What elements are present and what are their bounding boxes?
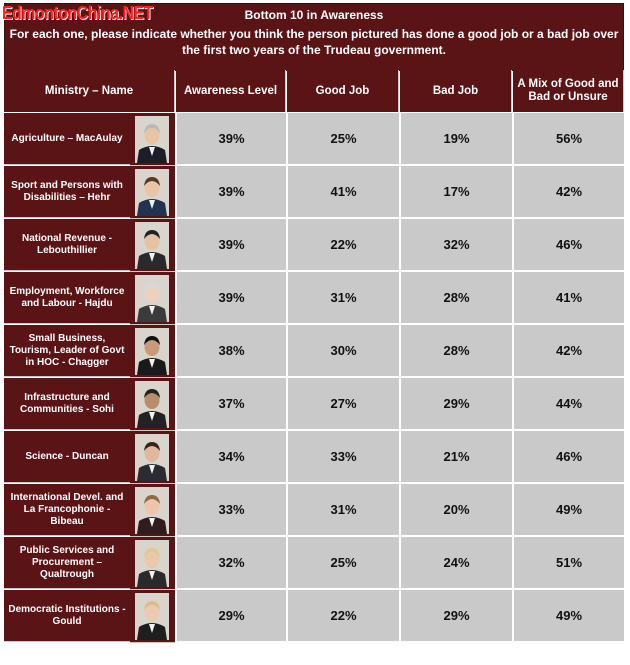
minister-photo (130, 113, 175, 166)
good-job-value: 27% (287, 378, 399, 430)
column-header-mix: A Mix of Good and Bad or Unsure (513, 70, 624, 112)
minister-photo (130, 272, 175, 325)
awareness-value: 39% (176, 272, 286, 324)
portrait-icon (135, 434, 169, 481)
table-row: Agriculture – MacAulay 39% 25% 19% 56% (4, 113, 624, 166)
bad-job-value: 20% (400, 484, 512, 536)
awareness-value: 37% (176, 378, 286, 430)
awareness-value: 34% (176, 431, 286, 483)
minister-photo (130, 166, 175, 219)
bad-job-value: 32% (400, 219, 512, 271)
good-job-value: 25% (287, 537, 399, 589)
table-row: Science - Duncan 34% 33% 21% 46% (4, 431, 624, 484)
portrait-icon (135, 116, 169, 163)
portrait-icon (135, 275, 169, 322)
table-row: Infrastructure and Communities - Sohi 37%… (4, 378, 624, 431)
portrait-icon (135, 222, 169, 269)
portrait-icon (135, 487, 169, 534)
awareness-value: 39% (176, 219, 286, 271)
minister-photo (130, 431, 175, 484)
bad-job-value: 17% (400, 166, 512, 218)
minister-photo (130, 219, 175, 272)
portrait-icon (135, 540, 169, 587)
watermark-logo: EdmontonChina.NET (2, 3, 153, 23)
good-job-value: 25% (287, 113, 399, 165)
mix-value: 49% (513, 590, 624, 642)
portrait-icon (135, 593, 169, 640)
good-job-value: 22% (287, 219, 399, 271)
results-table: Ministry – Name Awareness Level Good Job… (4, 70, 624, 661)
good-job-value: 31% (287, 484, 399, 536)
column-header-bad-job: Bad Job (400, 70, 512, 112)
mix-value: 46% (513, 431, 624, 483)
ministry-name: Infrastructure and Communities - Sohi (4, 378, 130, 430)
bad-job-value: 29% (400, 378, 512, 430)
mix-value: 42% (513, 166, 624, 218)
table-row: Sport and Persons with Disabilities – He… (4, 166, 624, 219)
awareness-value: 39% (176, 113, 286, 165)
good-job-value: 31% (287, 272, 399, 324)
question-text: For each one, please indicate whether yo… (9, 27, 619, 57)
mix-value: 49% (513, 484, 624, 536)
mix-value: 56% (513, 113, 624, 165)
awareness-value: 29% (176, 590, 286, 642)
awareness-value: 33% (176, 484, 286, 536)
bad-job-value: 24% (400, 537, 512, 589)
table-title: Bottom 10 in Awareness (244, 8, 384, 22)
bad-job-value: 19% (400, 113, 512, 165)
mix-value: 44% (513, 378, 624, 430)
mix-value: 46% (513, 219, 624, 271)
good-job-value: 33% (287, 431, 399, 483)
ministry-name: Agriculture – MacAulay (4, 113, 130, 165)
ministry-name: Employment, Workforce and Labour - Hajdu (4, 272, 130, 324)
table-row: Democratic Institutions - Gould 29% 22% 29%… (4, 590, 624, 643)
ministry-name: Sport and Persons with Disabilities – He… (4, 166, 130, 218)
portrait-icon (135, 169, 169, 216)
column-header-awareness: Awareness Level (176, 70, 286, 112)
bad-job-value: 21% (400, 431, 512, 483)
minister-photo (130, 590, 175, 643)
ministry-name: Democratic Institutions - Gould (4, 590, 130, 642)
table-row: International Devel. and La Francophonie… (4, 484, 624, 537)
bad-job-value: 28% (400, 272, 512, 324)
title-band: Bottom 10 in Awareness For each one, ple… (4, 3, 624, 71)
minister-photo (130, 537, 175, 590)
good-job-value: 22% (287, 590, 399, 642)
awareness-value: 39% (176, 166, 286, 218)
minister-photo (130, 378, 175, 431)
mix-value: 41% (513, 272, 624, 324)
minister-photo (130, 325, 175, 378)
bad-job-value: 29% (400, 590, 512, 642)
ministry-name: International Devel. and La Francophonie… (4, 484, 130, 536)
good-job-value: 41% (287, 166, 399, 218)
mix-value: 51% (513, 537, 624, 589)
awareness-value: 32% (176, 537, 286, 589)
ministry-name: National Revenue - Lebouthillier (4, 219, 130, 271)
column-header-ministry: Ministry – Name (4, 70, 175, 112)
ministry-name: Small Business, Tourism, Leader of Govt … (4, 325, 130, 377)
column-header-good-job: Good Job (287, 70, 399, 112)
table-row: Public Services and Procurement – Qualtr… (4, 537, 624, 590)
table-row: Employment, Workforce and Labour - Hajdu… (4, 272, 624, 325)
portrait-icon (135, 381, 169, 428)
bad-job-value: 28% (400, 325, 512, 377)
table-row: National Revenue - Lebouthillier 39% 22% 32… (4, 219, 624, 272)
ministry-name: Science - Duncan (4, 431, 130, 483)
ministry-name: Public Services and Procurement – Qualtr… (4, 537, 130, 589)
minister-photo (130, 484, 175, 537)
awareness-value: 38% (176, 325, 286, 377)
portrait-icon (135, 328, 169, 375)
good-job-value: 30% (287, 325, 399, 377)
table-row: Small Business, Tourism, Leader of Govt … (4, 325, 624, 378)
mix-value: 42% (513, 325, 624, 377)
